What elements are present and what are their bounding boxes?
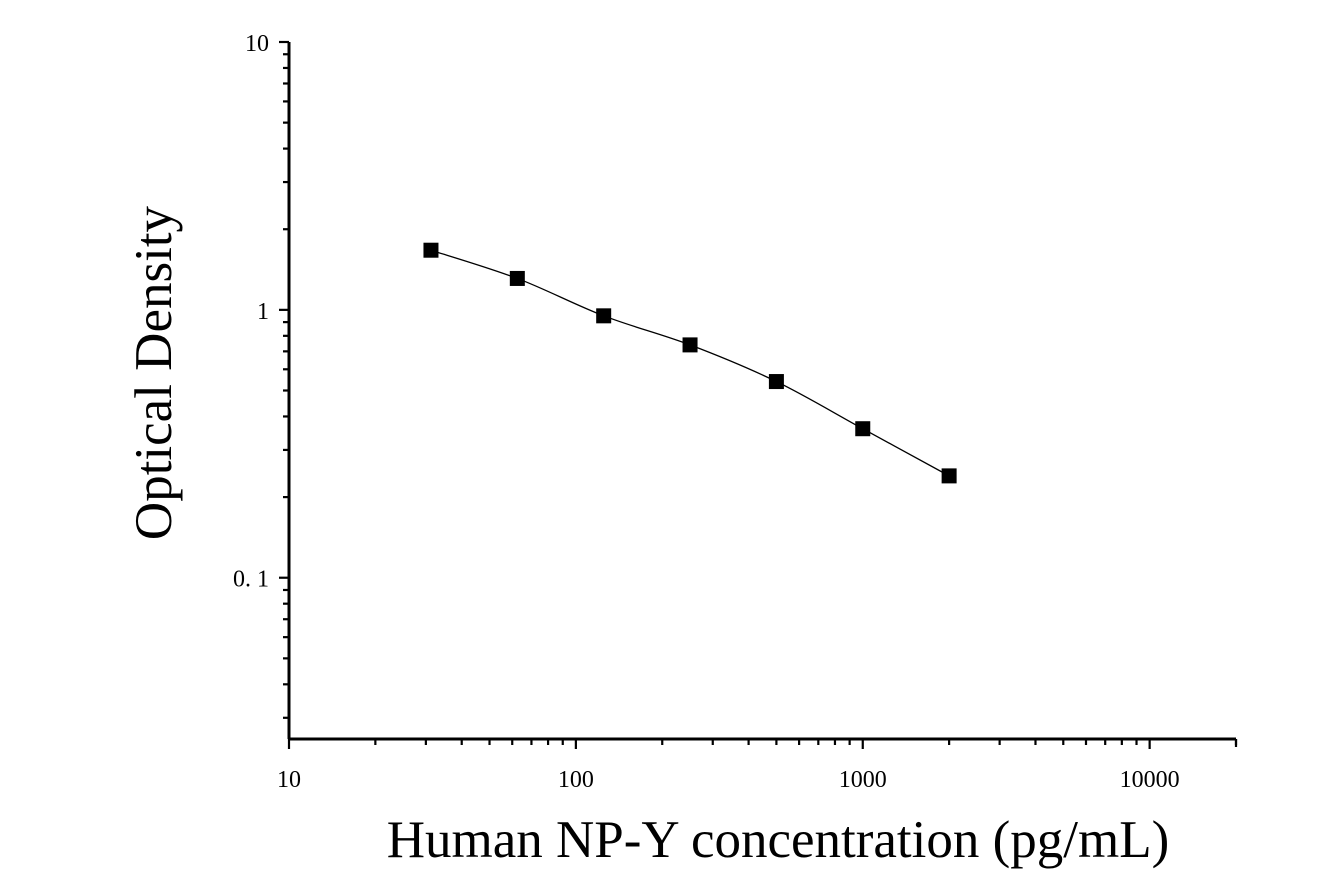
data-point	[682, 337, 698, 353]
x-tick-label: 100	[558, 767, 594, 793]
data-point	[941, 468, 957, 484]
tick-labels: 10 100 1000 10000 10 1 0. 1	[233, 31, 1180, 793]
x-tick-label: 10	[277, 767, 301, 793]
data-point	[855, 421, 871, 437]
data-point	[596, 308, 612, 324]
x-axis-title: Human NP-Y concentration (pg/mL)	[387, 811, 1170, 869]
x-tick-label: 10000	[1120, 767, 1180, 793]
fit-curve	[430, 249, 950, 477]
x-tick-label: 1000	[839, 767, 887, 793]
y-tick-label: 1	[257, 299, 269, 325]
fit-curve-path	[430, 249, 950, 477]
y-tick-label: 10	[245, 31, 269, 57]
data-point	[768, 374, 784, 390]
data-point	[423, 242, 439, 258]
y-axis-title: Optical Density	[125, 205, 183, 540]
data-points	[423, 242, 957, 484]
data-point	[509, 270, 525, 286]
y-tick-label: 0. 1	[233, 567, 269, 593]
axes	[287, 42, 1236, 741]
ticks	[279, 40, 1238, 749]
